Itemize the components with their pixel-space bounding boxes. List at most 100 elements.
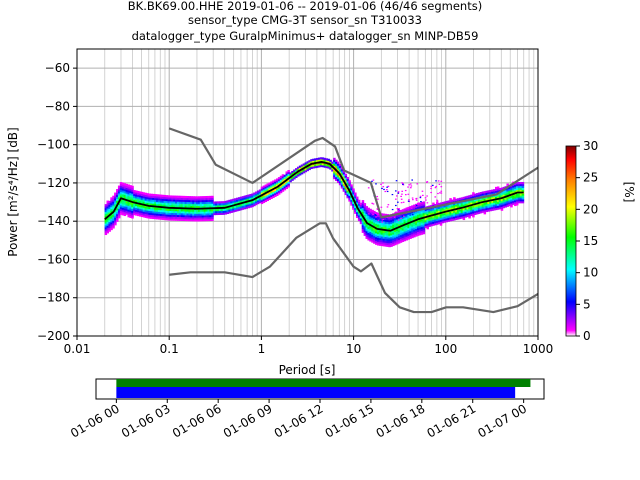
density-cell [239, 204, 243, 207]
density-cell [230, 201, 233, 204]
density-cell [500, 202, 504, 206]
density-cell [117, 208, 121, 211]
density-cell [152, 211, 155, 214]
density-cell [504, 190, 508, 193]
density-cell [182, 199, 186, 202]
density-cell [342, 176, 346, 179]
density-cell [110, 208, 113, 211]
density-cell [144, 208, 148, 211]
density-cell [411, 228, 414, 231]
density-cell [277, 186, 281, 189]
density-cell [178, 197, 182, 200]
density-cell [401, 182, 403, 184]
density-cell [407, 200, 410, 202]
density-cell [171, 199, 174, 202]
density-cell [468, 208, 471, 211]
density-cell [376, 233, 380, 236]
density-cell [108, 218, 111, 221]
density-cell [453, 197, 456, 200]
density-cell [236, 207, 239, 210]
density-cell [397, 228, 401, 231]
density-cell [186, 213, 189, 216]
density-cell [110, 216, 113, 219]
density-cell [110, 197, 113, 200]
density-cell [382, 186, 385, 188]
density-cell [333, 163, 336, 166]
density-cell [116, 194, 119, 197]
colorbar-tick-label: 20 [583, 202, 598, 216]
density-cell [384, 217, 388, 220]
density-cell [192, 219, 195, 222]
density-cell [377, 219, 380, 221]
density-cell [411, 197, 414, 199]
density-cell [207, 211, 210, 214]
density-cell [321, 159, 325, 162]
density-cell [277, 177, 281, 180]
density-cell [209, 203, 212, 206]
density-cell [405, 207, 408, 210]
density-cell [133, 195, 136, 198]
density-cell [236, 201, 239, 204]
density-cell [144, 196, 148, 199]
density-cell [180, 216, 184, 220]
density-cell [125, 210, 129, 213]
high-noise-model-line [168, 127, 539, 219]
density-cell [169, 199, 172, 202]
density-cell [396, 208, 399, 210]
density-cell [419, 196, 422, 199]
density-cell [375, 231, 378, 234]
density-cell [462, 204, 466, 207]
density-cell [125, 193, 129, 196]
density-cell [401, 209, 405, 212]
density-cell [159, 204, 163, 207]
density-cell [194, 202, 197, 205]
density-cell [152, 199, 155, 202]
colorbar-tick-label: 25 [583, 171, 598, 185]
density-cell [163, 217, 167, 221]
density-cell [495, 186, 498, 190]
density-cell [411, 207, 414, 210]
density-cell [150, 201, 153, 204]
density-cell [418, 210, 422, 213]
density-cell [260, 190, 264, 193]
density-cell [386, 189, 388, 191]
density-cell [416, 225, 420, 229]
density-cell [220, 208, 224, 212]
density-cell [409, 206, 412, 209]
density-cell [323, 159, 327, 162]
density-cell [378, 239, 382, 242]
density-cell [481, 204, 485, 208]
density-cell [315, 165, 319, 168]
density-cell [510, 189, 513, 193]
density-cell [218, 205, 222, 208]
density-cell [123, 206, 127, 209]
density-cell [449, 200, 452, 203]
density-cell [222, 208, 226, 212]
density-cell [329, 159, 332, 162]
density-cell [321, 165, 325, 168]
density-cell [375, 214, 377, 217]
density-cell [135, 213, 138, 216]
density-cell [405, 215, 408, 218]
density-cell [354, 198, 357, 201]
density-cell [496, 207, 500, 210]
density-cell [165, 214, 169, 217]
density-cell [346, 188, 349, 191]
density-cell [121, 207, 125, 210]
density-cell [477, 205, 481, 209]
density-cell [416, 224, 420, 227]
density-cell [123, 183, 127, 186]
density-cell [215, 203, 218, 206]
density-cell [152, 216, 155, 220]
density-cell [114, 223, 117, 226]
density-cell [407, 225, 410, 229]
density-cell [500, 208, 504, 211]
density-cell [197, 217, 201, 220]
density-cell [222, 204, 226, 208]
density-cell [371, 211, 374, 214]
density-cell [230, 208, 233, 212]
density-cell [391, 193, 394, 196]
density-cell [411, 235, 414, 239]
density-cell [283, 176, 287, 179]
density-cell [394, 243, 397, 246]
